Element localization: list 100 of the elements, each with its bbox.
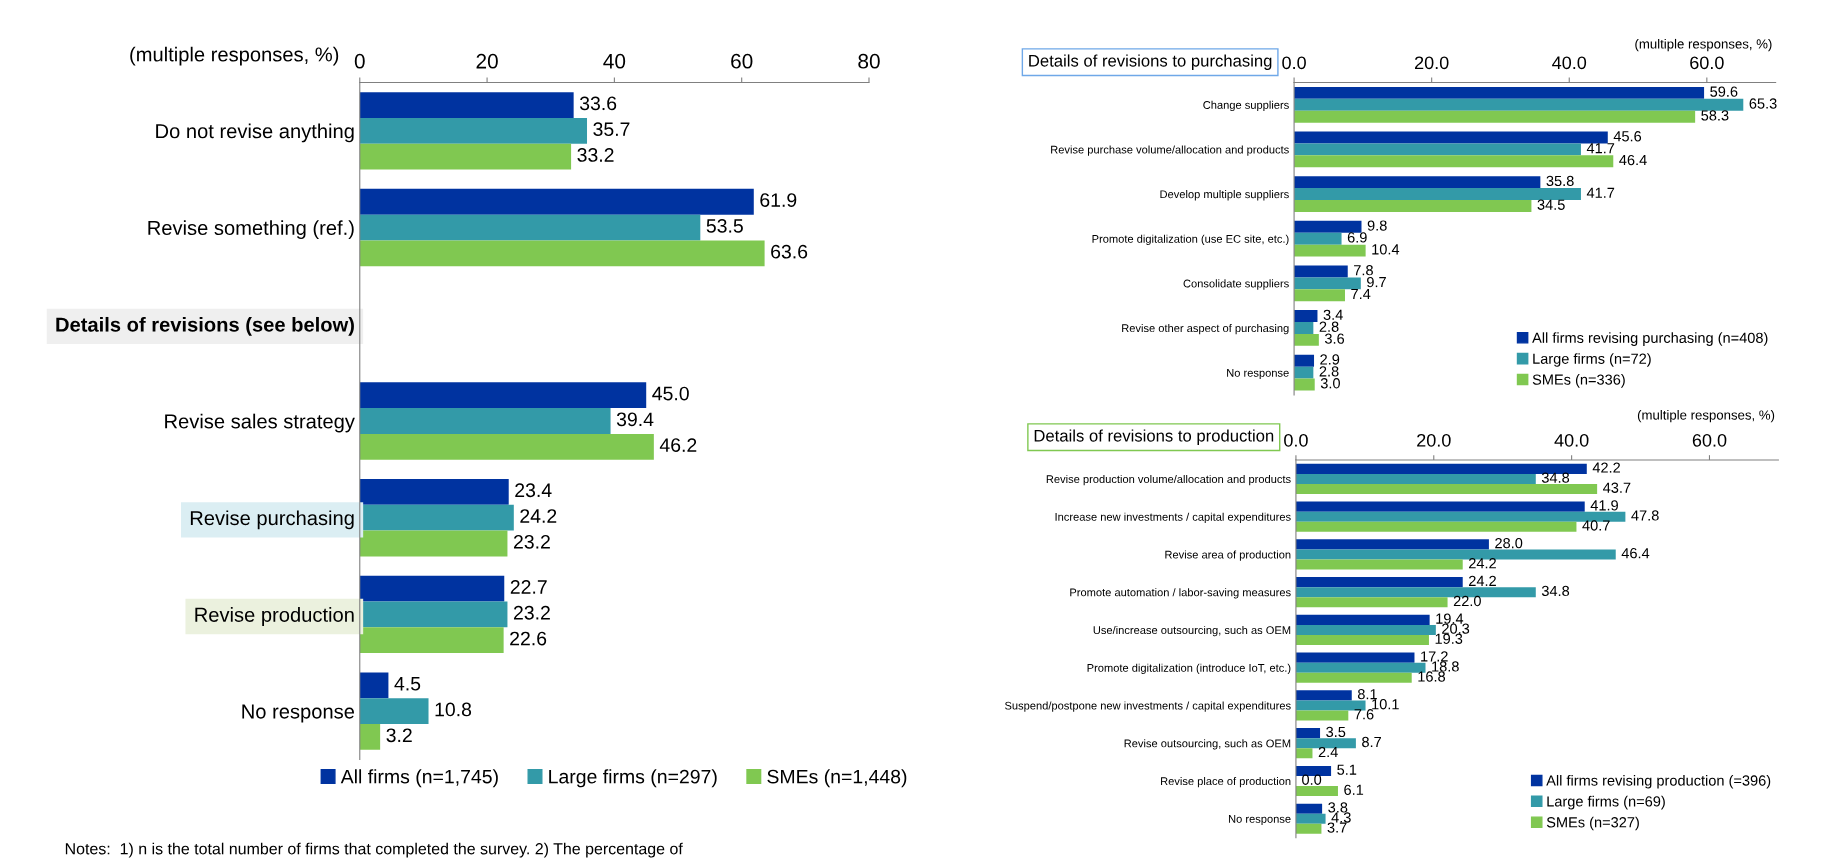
data-label: 4.3 — [1331, 812, 1351, 823]
legend-label: All firms revising production (=396) — [1546, 774, 1771, 789]
data-label: 34.5 — [1537, 199, 1565, 210]
bar — [359, 672, 389, 699]
data-label: 65.3 — [1749, 98, 1777, 109]
data-label: 7.4 — [1351, 288, 1371, 300]
y-tick-label: Increase new investments / capital expenditures — [1055, 512, 1291, 524]
data-label: 23.4 — [515, 483, 552, 498]
data-label: 46.2 — [659, 438, 697, 452]
bar — [1295, 813, 1326, 824]
data-label: 0.0 — [1302, 774, 1322, 785]
data-label: 28.0 — [1495, 537, 1523, 549]
y-tick-label: Consolidate suppliers — [1183, 279, 1289, 290]
data-label: 3.8 — [1328, 802, 1348, 813]
data-label: 9.7 — [1367, 276, 1386, 288]
y-tick-label: Do not revise anything — [156, 123, 354, 143]
data-label: 35.7 — [593, 122, 630, 137]
x-tick-label: 40.0 — [1552, 56, 1587, 70]
text: Notes: 1) n is the total number of firms that completed the survey. 2) The percentage of — [65, 842, 683, 858]
data-label: 41.7 — [1586, 187, 1615, 198]
data-label: 40.7 — [1582, 520, 1610, 531]
bar — [359, 143, 572, 170]
bar — [1295, 690, 1352, 701]
bar — [1295, 823, 1322, 834]
bar — [359, 92, 574, 118]
x-axis-title: (multiple responses, %) — [1637, 409, 1775, 423]
bar — [1295, 728, 1321, 739]
y-tick-label: No response — [1227, 369, 1289, 379]
x-tick-label: 40.0 — [1554, 433, 1589, 447]
data-label: 3.2 — [386, 728, 412, 743]
bar — [1294, 143, 1581, 156]
y-tick-label: Revise place of production — [1161, 776, 1291, 788]
data-label: 41.9 — [1590, 500, 1618, 511]
legend-label: SMEs (n=327) — [1546, 816, 1639, 831]
data-label: 4.5 — [394, 677, 421, 691]
x-tick-label: 20.0 — [1417, 433, 1451, 447]
data-label: 2.9 — [1320, 354, 1340, 365]
bar — [1294, 110, 1696, 123]
y-tick-label: Develop multiple suppliers — [1160, 190, 1289, 201]
data-label: 22.0 — [1453, 595, 1481, 607]
bar — [1295, 634, 1429, 646]
bar — [359, 240, 765, 267]
bar — [1295, 738, 1356, 749]
bar — [1295, 539, 1489, 550]
x-axis-title: (multiple responses, %) — [1635, 38, 1772, 52]
bar — [1294, 265, 1348, 278]
data-label: 20.3 — [1442, 623, 1470, 634]
y-tick-label: Suspend/postpone new investments / capital expenditures — [1004, 701, 1291, 712]
data-label: 6.1 — [1344, 784, 1364, 795]
data-label: 39.4 — [616, 412, 654, 427]
data-label: 16.8 — [1418, 671, 1446, 682]
bar — [1295, 614, 1430, 625]
data-label: 5.1 — [1337, 764, 1357, 775]
y-tick-label: Revise sales strategy — [165, 413, 355, 433]
bar — [1294, 354, 1315, 367]
x-tick-label: 60.0 — [1692, 433, 1727, 447]
x-tick-label: 80 — [858, 53, 880, 69]
bar — [1295, 483, 1598, 495]
data-label: 17.2 — [1421, 651, 1448, 662]
bar — [359, 433, 654, 460]
bar — [1295, 549, 1616, 560]
bar — [1294, 277, 1361, 290]
y-tick-label: Use/increase outsourcing, such as OEM — [1093, 625, 1291, 637]
data-label: 18.8 — [1432, 661, 1459, 672]
bar — [1295, 748, 1313, 759]
legend-label: SMEs (n=336) — [1532, 374, 1625, 388]
data-label: 58.3 — [1701, 110, 1729, 121]
bar — [1295, 786, 1338, 797]
data-label: 61.9 — [760, 193, 797, 207]
data-label: 2.8 — [1319, 321, 1339, 332]
bar — [1295, 803, 1323, 814]
bar — [1294, 366, 1314, 379]
legend-label: SMEs (n=1,448) — [767, 769, 907, 788]
y-tick-label: Revise something (ref.) — [148, 220, 354, 240]
data-label: 53.5 — [706, 218, 743, 233]
data-label: 46.4 — [1621, 548, 1650, 559]
bar — [359, 188, 754, 215]
bar — [1294, 220, 1362, 233]
data-label: 7.8 — [1354, 265, 1373, 276]
y-tick-label: Promote digitalization (introduce IoT, etc.) — [1087, 663, 1291, 675]
bar — [1294, 232, 1342, 245]
bar — [359, 214, 701, 241]
bar — [1295, 559, 1463, 570]
data-label: 41.7 — [1586, 143, 1615, 154]
data-label: 34.8 — [1541, 585, 1570, 597]
data-label: 6.9 — [1347, 232, 1367, 243]
x-tick-label: 40 — [603, 53, 626, 69]
data-label: 33.6 — [579, 96, 617, 111]
data-label: 45.0 — [652, 386, 689, 401]
data-label: 33.2 — [577, 148, 614, 162]
bar — [1295, 501, 1585, 512]
bar — [359, 627, 504, 654]
bar — [359, 724, 381, 750]
bar — [359, 408, 611, 434]
bar — [1295, 710, 1349, 721]
legend-label: Large firms (n=72) — [1533, 353, 1651, 367]
data-label: 34.8 — [1541, 472, 1570, 483]
y-tick-label: Revise outsourcing, such as OEM — [1124, 739, 1291, 750]
data-label: 2.8 — [1319, 366, 1339, 377]
bar — [359, 479, 509, 505]
